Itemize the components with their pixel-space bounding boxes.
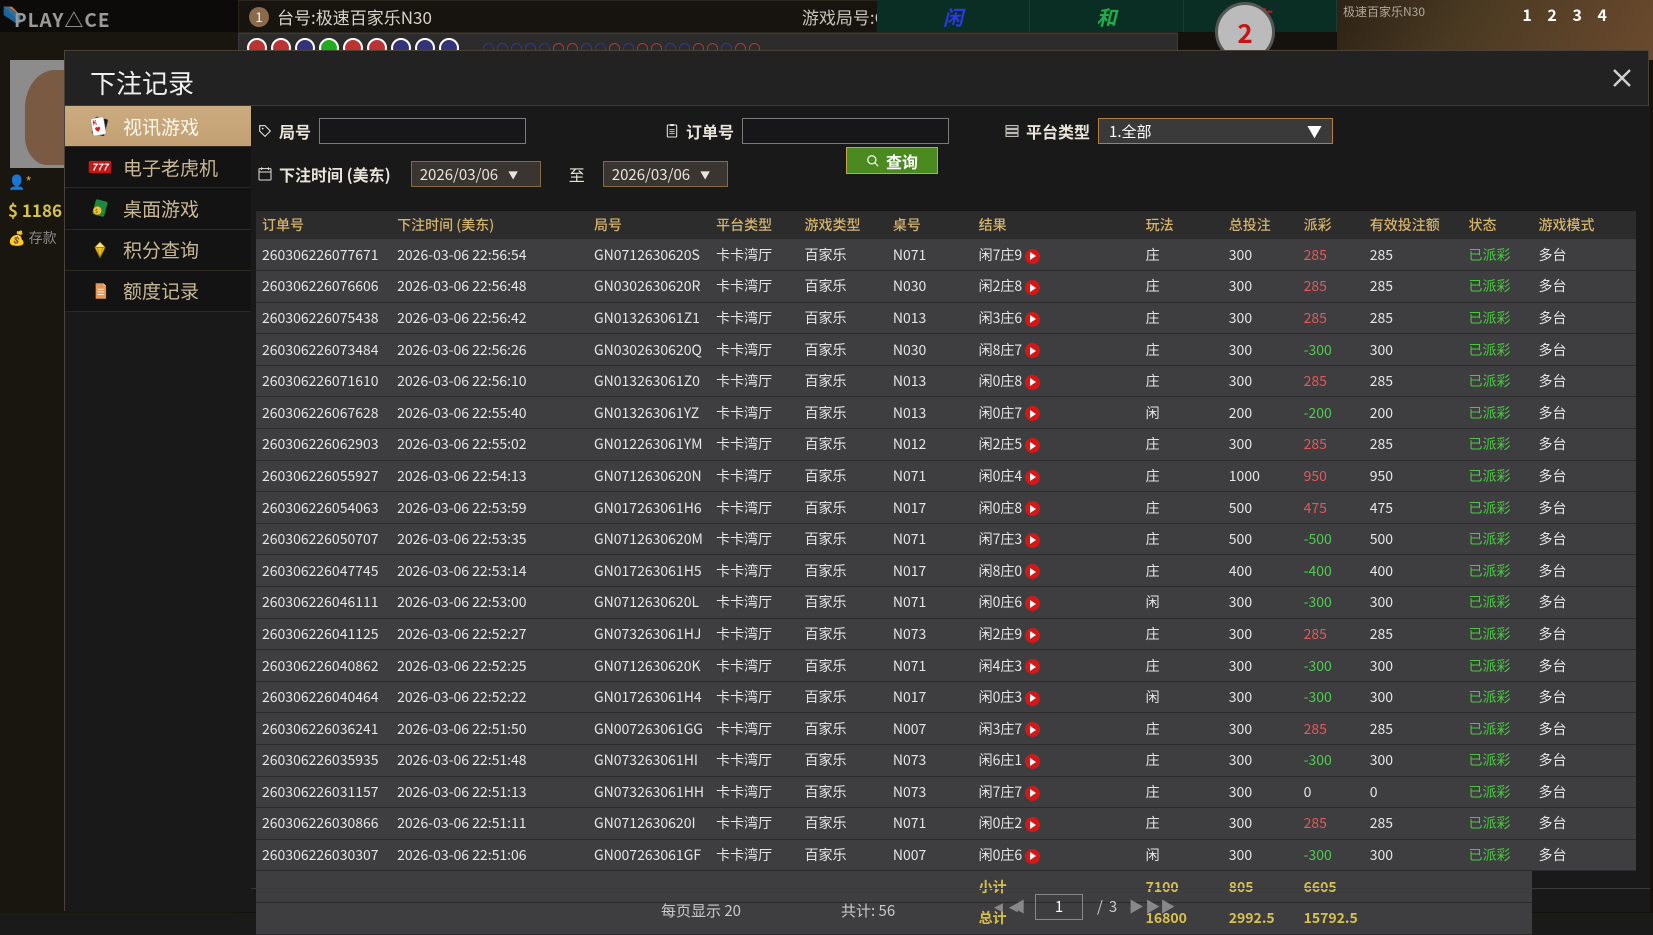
- svg-text:777: 777: [91, 160, 109, 174]
- svg-text:$: $: [95, 208, 98, 215]
